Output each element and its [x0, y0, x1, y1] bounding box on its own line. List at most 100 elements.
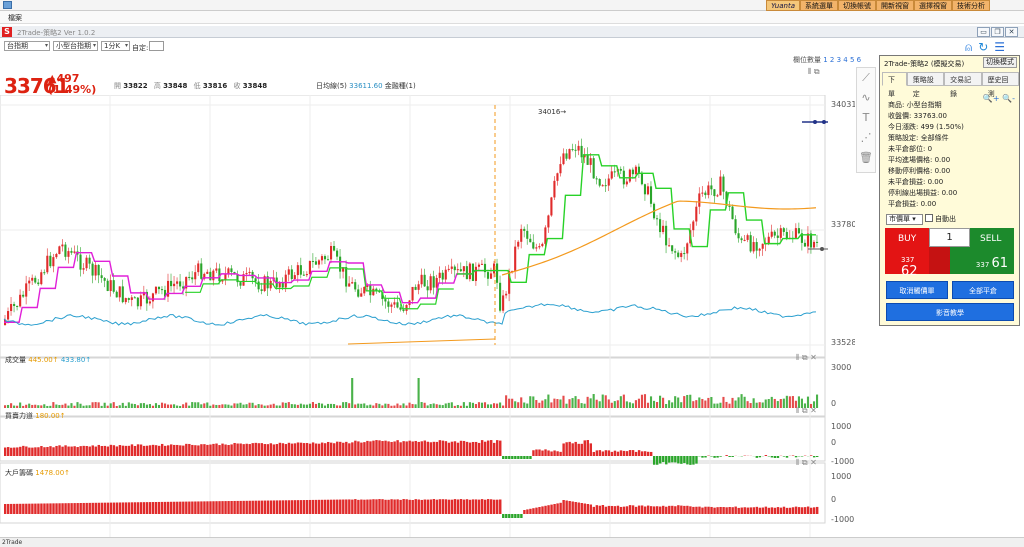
chips-bar: [31, 503, 34, 514]
market-select[interactable]: 台指期 ▾: [4, 41, 50, 51]
candle-body: [287, 269, 290, 275]
status-bar: 2Trade: [0, 537, 1024, 547]
switch-account-button[interactable]: 切換帳號: [838, 0, 876, 11]
tab-backtest[interactable]: 歷史回測: [981, 72, 1019, 98]
candle-body: [713, 189, 716, 197]
candle-body: [761, 243, 764, 249]
volume-bar: [136, 405, 139, 408]
close-icon[interactable]: ✕: [1005, 27, 1018, 37]
column-count-options[interactable]: 1 2 3 4 5 6: [823, 56, 862, 64]
power-bar: [16, 447, 19, 456]
interval-select[interactable]: 1分K ▾: [101, 41, 130, 51]
zoom-out-icon[interactable]: 🔍-: [1002, 94, 1015, 103]
power-bar: [483, 441, 487, 456]
chips-bar: [43, 503, 46, 514]
volume-bar: [728, 403, 731, 408]
switch-mode-button[interactable]: 切換模式: [983, 57, 1017, 68]
volume-bar: [351, 378, 354, 408]
power-bar: [290, 443, 294, 456]
candle-body: [28, 280, 31, 284]
power-bar: [411, 441, 414, 456]
custom-input[interactable]: [149, 41, 164, 51]
trash-icon[interactable]: 🗑: [859, 151, 873, 164]
location-pin-icon[interactable]: ⍝: [965, 40, 973, 54]
minimize-icon[interactable]: ▭: [977, 27, 990, 37]
fan-tool-icon[interactable]: ⋰: [860, 131, 872, 144]
zoom-in-icon[interactable]: 🔍+: [982, 94, 1000, 103]
chips-bar: [345, 499, 348, 514]
power-bar: [154, 445, 158, 456]
power-bar: [529, 456, 532, 459]
candle-body: [176, 281, 179, 284]
chips-bar: [499, 499, 502, 514]
chips-bar: [659, 506, 662, 514]
status-tab[interactable]: 2Trade: [2, 539, 23, 546]
power-bar: [254, 442, 257, 456]
power-bar: [160, 443, 164, 456]
candle-body: [592, 158, 595, 179]
volume-bar: [447, 402, 450, 408]
volume-bar: [541, 400, 544, 408]
chips-bar: [34, 503, 37, 514]
tab-strategy-settings[interactable]: 策略設定: [906, 72, 945, 98]
power-bar: [79, 446, 82, 456]
chart-area[interactable]: 34031 33780 33528 34016→ 3000 0 1000 0 -1000 1000…: [0, 95, 855, 545]
system-menu-button[interactable]: 系統選單: [800, 0, 838, 11]
power-bar: [348, 443, 351, 456]
close-all-positions-button[interactable]: 全部平倉: [952, 281, 1014, 299]
path-tool-icon[interactable]: ∿: [861, 91, 871, 104]
order-type-select[interactable]: 市價單 ▾: [886, 214, 923, 225]
chips-bar: [49, 503, 52, 514]
volume-bar: [393, 405, 396, 408]
yuanta-logo-button[interactable]: Yuanta: [766, 0, 800, 11]
high-value: 33848: [163, 82, 188, 90]
chips-bar: [296, 500, 300, 514]
checkbox-icon[interactable]: [925, 214, 933, 222]
sell-button[interactable]: SELL 337 61: [970, 228, 1014, 274]
chips-bar: [604, 506, 608, 514]
new-window-button[interactable]: 開新視窗: [876, 0, 914, 11]
candle-body: [188, 276, 191, 278]
tab-order[interactable]: 下單: [882, 72, 907, 98]
copy-icon[interactable]: ⧉: [813, 67, 820, 76]
menu-file[interactable]: 檔案: [8, 14, 22, 22]
line-tool-icon[interactable]: ⟋: [862, 71, 870, 84]
price-chart-svg: 34031 33780 33528 34016→ 3000 0 1000 0 -1000 1000…: [0, 95, 855, 545]
video-tutorial-button[interactable]: 影音教學: [886, 303, 1014, 321]
restore-icon[interactable]: ❐: [991, 27, 1004, 37]
buy-label: BUY: [898, 234, 917, 244]
candle-body: [148, 301, 152, 304]
buy-button[interactable]: BUY 337 62: [885, 228, 929, 279]
text-tool-icon[interactable]: T: [862, 111, 870, 124]
candle-body: [496, 263, 499, 283]
ma-name: 日均線(5): [316, 82, 347, 90]
quantity-input[interactable]: 1: [929, 228, 970, 247]
chart-panel-frame: [0, 416, 826, 462]
volume-bar: [191, 402, 194, 408]
chips-bar: [212, 501, 215, 514]
cancel-trigger-order-button[interactable]: 取消觸價單: [886, 281, 948, 299]
chips-bar: [462, 499, 466, 514]
power-bar: [266, 444, 270, 456]
last-price: 33761: [4, 74, 70, 98]
candle-body: [218, 268, 221, 282]
volume-bar: [520, 397, 523, 408]
ma-lines: [3, 105, 828, 345]
power-bar: [601, 451, 605, 456]
select-window-button[interactable]: 選擇視窗: [914, 0, 952, 11]
tab-trade-records[interactable]: 交易記錄: [944, 72, 982, 98]
product-select[interactable]: 小型台指期 ▾: [53, 41, 98, 51]
technical-analysis-button[interactable]: 技術分析: [952, 0, 990, 11]
candle-body: [64, 244, 67, 257]
user-list-icon[interactable]: ☰: [994, 40, 1006, 54]
bar-settings-icon[interactable]: ⫴: [808, 67, 812, 76]
chips-bar: [517, 514, 520, 518]
auto-exit-checkbox[interactable]: 自動出: [925, 214, 956, 225]
candle-body: [296, 265, 299, 276]
chips-bar: [779, 507, 783, 514]
volume-bar: [320, 403, 324, 408]
refresh-icon[interactable]: ↻: [978, 40, 989, 54]
chips-bar: [782, 506, 786, 514]
chips-bar: [357, 499, 360, 514]
power-bar: [764, 455, 768, 456]
